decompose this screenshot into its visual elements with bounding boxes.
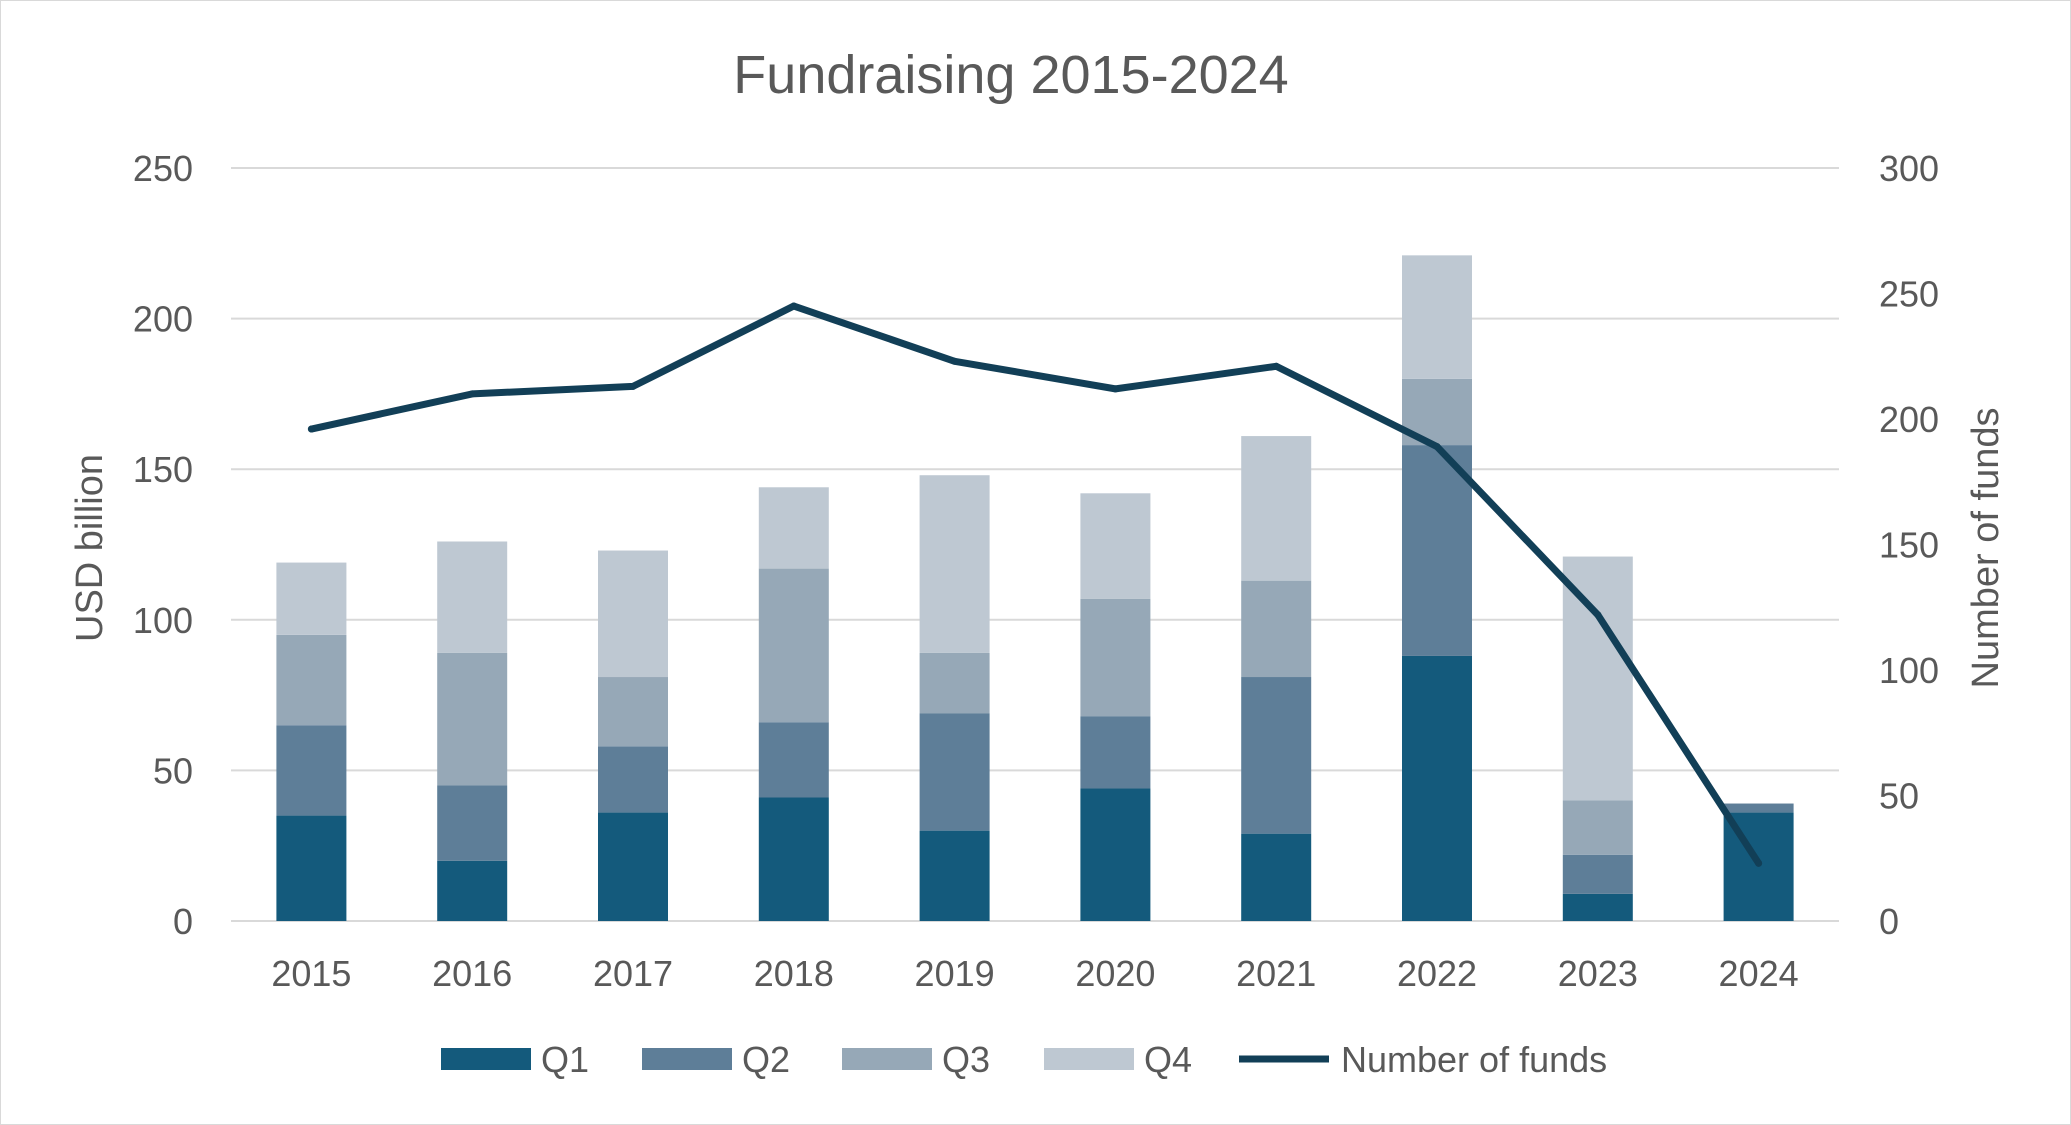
bar-q3-2018 — [758, 568, 829, 723]
left-y-axis: 0 50 100 150 200 250 — [133, 148, 193, 942]
x-tick-label: 2016 — [432, 953, 512, 994]
bar-q1-2023 — [1562, 893, 1633, 921]
bar-q4-2018 — [758, 487, 829, 569]
bar-q2-2024 — [1723, 803, 1794, 813]
bar-q2-2015 — [276, 725, 347, 816]
left-tick-label: 0 — [173, 901, 193, 942]
x-tick-label: 2023 — [1558, 953, 1638, 994]
left-tick-label: 250 — [133, 148, 193, 189]
legend-label-q4: Q4 — [1144, 1039, 1192, 1080]
x-tick-label: 2024 — [1719, 953, 1799, 994]
x-tick-label: 2022 — [1397, 953, 1477, 994]
right-tick-label: 150 — [1879, 525, 1939, 566]
bar-q2-2019 — [919, 713, 990, 831]
bar-q1-2020 — [1080, 788, 1151, 921]
bar-q4-2021 — [1241, 436, 1312, 581]
funds-point-2018 — [790, 302, 798, 310]
bar-q1-2017 — [598, 812, 668, 921]
left-tick-label: 200 — [133, 299, 193, 340]
bar-q3-2016 — [437, 652, 508, 786]
funds-point-2019 — [951, 357, 959, 365]
chart-title: Fundraising 2015-2024 — [733, 45, 1288, 105]
bar-q4-2022 — [1402, 255, 1472, 379]
bar-q1-2018 — [758, 797, 829, 921]
right-tick-label: 50 — [1879, 776, 1919, 817]
funds-point-2021 — [1272, 362, 1280, 370]
legend-swatch-q2 — [642, 1048, 732, 1070]
bars — [276, 255, 1794, 921]
bar-q4-2020 — [1080, 493, 1151, 599]
left-axis-title: USD billion — [69, 454, 111, 642]
left-tick-label: 150 — [133, 449, 193, 490]
bar-q2-2020 — [1080, 716, 1151, 789]
x-tick-label: 2021 — [1236, 953, 1316, 994]
funds-point-2024 — [1755, 859, 1763, 867]
legend-label-number-of-funds: Number of funds — [1341, 1039, 1607, 1080]
legend: Q1 Q2 Q3 Q4 Number of funds — [441, 1039, 1607, 1080]
bar-q4-2023 — [1562, 556, 1633, 801]
bar-q3-2017 — [598, 677, 668, 747]
bar-q2-2023 — [1562, 854, 1633, 894]
right-tick-label: 300 — [1879, 148, 1939, 189]
funds-point-2015 — [307, 425, 315, 433]
legend-label-q2: Q2 — [742, 1039, 790, 1080]
bar-q4-2016 — [437, 541, 508, 653]
bar-q2-2022 — [1402, 445, 1472, 656]
bar-q2-2021 — [1241, 677, 1312, 834]
x-tick-label: 2020 — [1075, 953, 1155, 994]
right-y-axis: 0 50 100 150 200 250 300 — [1879, 148, 1939, 942]
x-tick-label: 2017 — [593, 953, 673, 994]
bar-q2-2018 — [758, 722, 829, 798]
legend-swatch-q4 — [1044, 1048, 1134, 1070]
bar-q4-2015 — [276, 562, 347, 635]
legend-swatch-q3 — [842, 1048, 932, 1070]
bar-q4-2017 — [598, 550, 668, 678]
bar-q1-2022 — [1402, 655, 1472, 921]
funds-point-2020 — [1111, 385, 1119, 393]
legend-label-q1: Q1 — [541, 1039, 589, 1080]
bar-q2-2016 — [437, 785, 508, 861]
right-axis-title: Number of funds — [1965, 408, 2007, 689]
funds-point-2017 — [629, 382, 637, 390]
funds-point-2022 — [1433, 443, 1441, 451]
left-tick-label: 50 — [153, 750, 193, 791]
bar-q1-2015 — [276, 815, 347, 921]
funds-line — [307, 302, 1763, 867]
x-axis: 2015 2016 2017 2018 2019 2020 2021 2022 2023 2024 — [271, 953, 1798, 994]
bar-q3-2020 — [1080, 598, 1151, 717]
bar-q3-2021 — [1241, 580, 1312, 678]
x-tick-label: 2015 — [271, 953, 351, 994]
funds-point-2023 — [1594, 611, 1602, 619]
number-of-funds-line — [307, 302, 1763, 867]
bar-q1-2021 — [1241, 833, 1312, 921]
bar-q2-2017 — [598, 746, 668, 813]
bar-q3-2023 — [1562, 800, 1633, 855]
right-tick-label: 0 — [1879, 901, 1899, 942]
bar-q3-2019 — [919, 652, 990, 714]
bar-q1-2019 — [919, 830, 990, 921]
legend-label-q3: Q3 — [942, 1039, 990, 1080]
right-tick-label: 200 — [1879, 399, 1939, 440]
bar-q4-2019 — [919, 475, 990, 653]
bar-q1-2016 — [437, 860, 508, 921]
left-tick-label: 100 — [133, 600, 193, 641]
right-tick-label: 250 — [1879, 274, 1939, 315]
x-tick-label: 2018 — [754, 953, 834, 994]
bar-q3-2015 — [276, 634, 347, 726]
funds-point-2016 — [468, 390, 476, 398]
right-tick-label: 100 — [1879, 650, 1939, 691]
legend-swatch-q1 — [441, 1048, 531, 1070]
x-tick-label: 2019 — [915, 953, 995, 994]
